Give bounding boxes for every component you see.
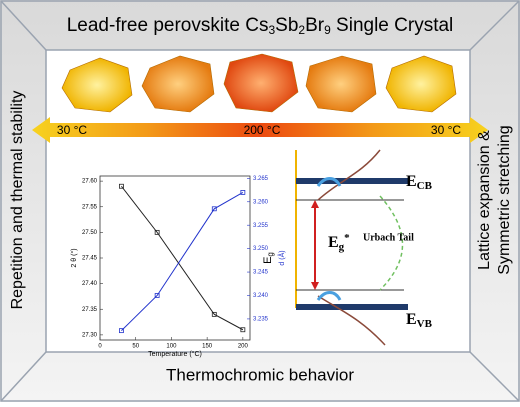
vb-label: EVB — [406, 311, 433, 330]
marker — [211, 311, 217, 317]
y2-axis-label: d (Å) — [277, 250, 286, 265]
y-tick-label: 27.60 — [82, 179, 98, 185]
y2-tick-label: 3.255 — [253, 223, 269, 229]
y-tick-label: 27.45 — [82, 256, 98, 262]
arrow-label: 200 °C — [244, 123, 281, 137]
x-tick-label: 0 — [98, 344, 102, 350]
marker — [119, 328, 124, 334]
right-label: Lattice expansion & — [476, 130, 493, 270]
urbach-label: Urbach Tail — [363, 232, 414, 243]
marker — [211, 206, 217, 212]
y-tick-label: 27.35 — [82, 307, 98, 313]
y-tick-label: 27.55 — [82, 204, 98, 210]
x-tick-label: 200 — [238, 344, 249, 350]
arrow-label: 30 °C — [57, 123, 87, 137]
y2-tick-label: 3.245 — [253, 270, 269, 276]
y-tick-label: 27.40 — [82, 281, 98, 287]
overlay-label: Eg — [262, 252, 275, 264]
y2-tick-label: 3.240 — [253, 293, 269, 299]
title: Lead-free perovskite Cs3Sb2Br9 Single Cr… — [67, 15, 454, 37]
y2-tick-label: 3.265 — [253, 176, 269, 182]
band-diagram — [295, 149, 408, 346]
x-tick-label: 50 — [132, 344, 139, 350]
marker — [240, 189, 246, 195]
temperature-arrow — [32, 117, 488, 143]
y-tick-label: 27.30 — [82, 332, 98, 338]
arrow-label: 30 °C — [431, 123, 461, 137]
marker — [154, 229, 160, 235]
y2-tick-label: 3.260 — [253, 199, 269, 205]
series-line — [121, 191, 244, 331]
marker — [154, 293, 160, 298]
y2-tick-label: 3.250 — [253, 246, 269, 252]
x-tick-label: 150 — [202, 344, 213, 350]
right-label: Symmetric stretching — [496, 125, 513, 274]
y2-tick-label: 3.235 — [253, 316, 269, 322]
cb-label: ECB — [406, 173, 433, 192]
gap-label: Eg* — [328, 232, 350, 253]
y-axis-label: 2 θ (°) — [70, 248, 78, 267]
crystals — [61, 53, 457, 113]
x-axis-label: Temperature (°C) — [148, 350, 202, 358]
marker — [119, 183, 124, 189]
marker — [240, 327, 246, 333]
y-tick-label: 27.50 — [82, 230, 98, 236]
bottom-label: Thermochromic behavior — [166, 365, 354, 384]
left-label: Repetition and thermal stability — [9, 91, 26, 310]
series-line — [121, 185, 244, 331]
x-tick-label: 100 — [166, 344, 177, 350]
